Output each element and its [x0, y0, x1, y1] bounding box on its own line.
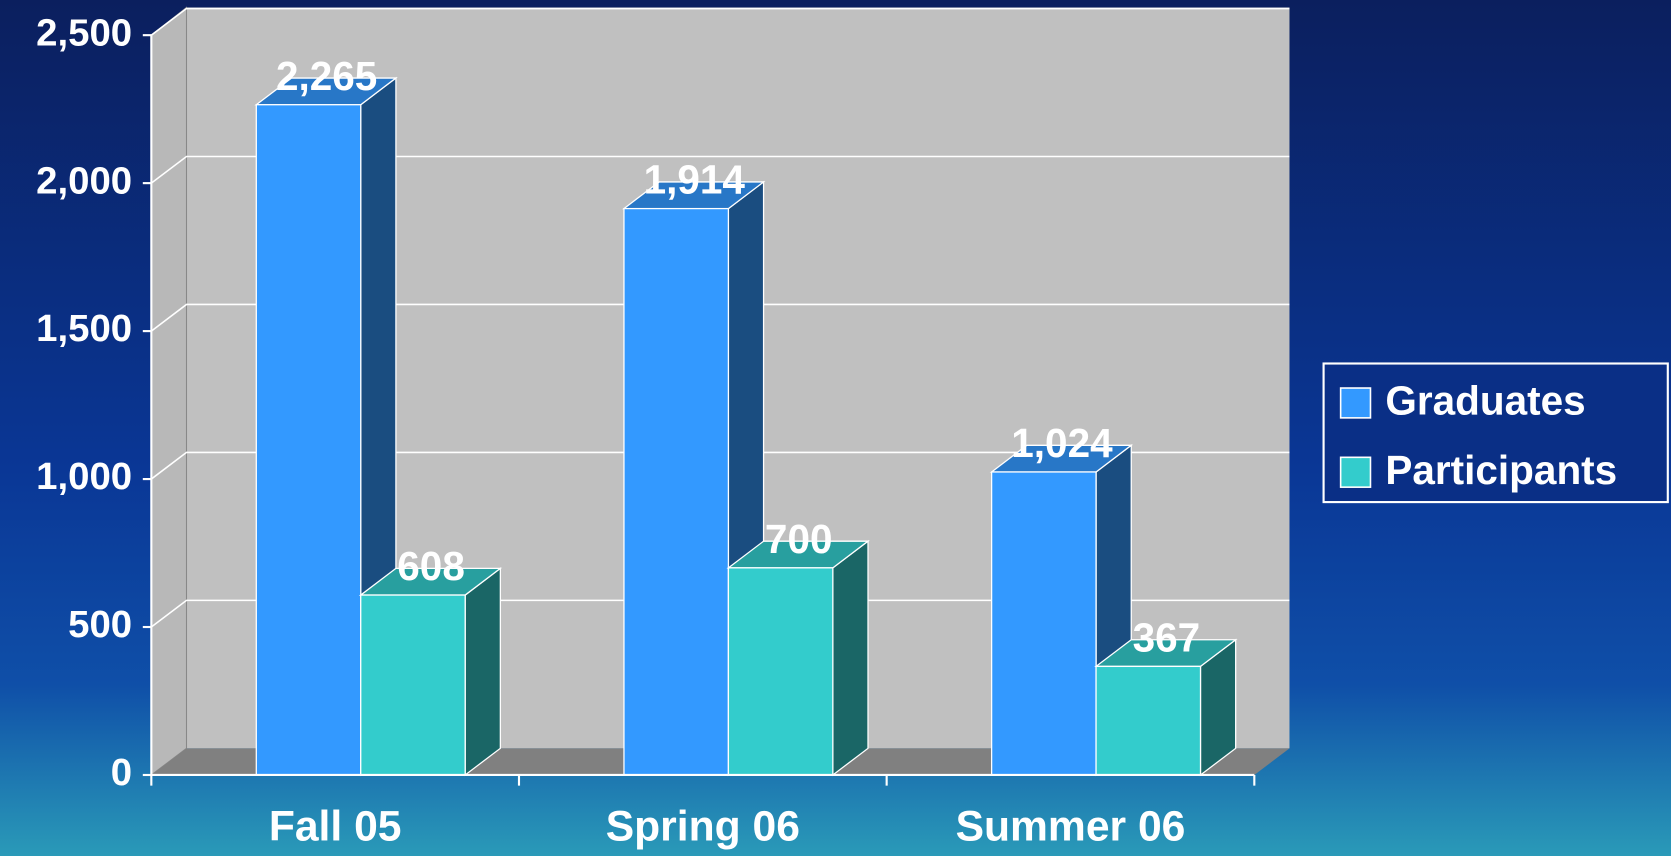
- y-tick-label: 0: [111, 751, 132, 794]
- value-label: 1,024: [1011, 420, 1113, 466]
- value-label: 700: [765, 516, 833, 562]
- y-tick-label: 1,000: [36, 455, 132, 498]
- y-tick-label: 500: [68, 603, 132, 646]
- legend-label: Graduates: [1385, 378, 1585, 424]
- legend-label: Participants: [1385, 447, 1617, 493]
- x-tick-label: Summer 06: [956, 803, 1186, 851]
- value-label: 2,265: [276, 53, 377, 99]
- bar-front: [727, 567, 834, 776]
- x-tick-label: Fall 05: [269, 803, 402, 851]
- bar-side: [464, 567, 501, 777]
- value-label: 1,914: [644, 157, 746, 203]
- y-tick-label: 2,500: [36, 11, 132, 54]
- bar-front: [360, 594, 466, 776]
- grid: [150, 7, 1290, 628]
- bar-side: [832, 539, 869, 777]
- bar: [1094, 638, 1238, 777]
- side-wall: [150, 6, 188, 777]
- bar-front: [255, 104, 362, 776]
- grid-line: [150, 155, 1290, 184]
- y-tick-label: 2,000: [36, 159, 132, 202]
- y-tick-label: 1,500: [36, 307, 132, 350]
- grid-line: [150, 7, 1290, 36]
- bar-front: [623, 207, 730, 776]
- legend-swatch: [1339, 387, 1372, 419]
- bar-front: [990, 471, 1097, 776]
- bars: 2,265 608 1,914 700 1,024 367: [254, 53, 1238, 777]
- grid-line: [150, 599, 1290, 628]
- legend-swatch: [1339, 456, 1372, 488]
- x-tick-label: Spring 06: [606, 803, 800, 851]
- value-label: 367: [1133, 614, 1201, 660]
- bar-front: [1095, 665, 1202, 776]
- value-label: 608: [397, 543, 465, 589]
- bar: [726, 539, 870, 777]
- grid-line: [150, 451, 1290, 480]
- grid-line: [150, 303, 1290, 332]
- legend: [1322, 362, 1669, 504]
- bar: [358, 567, 503, 777]
